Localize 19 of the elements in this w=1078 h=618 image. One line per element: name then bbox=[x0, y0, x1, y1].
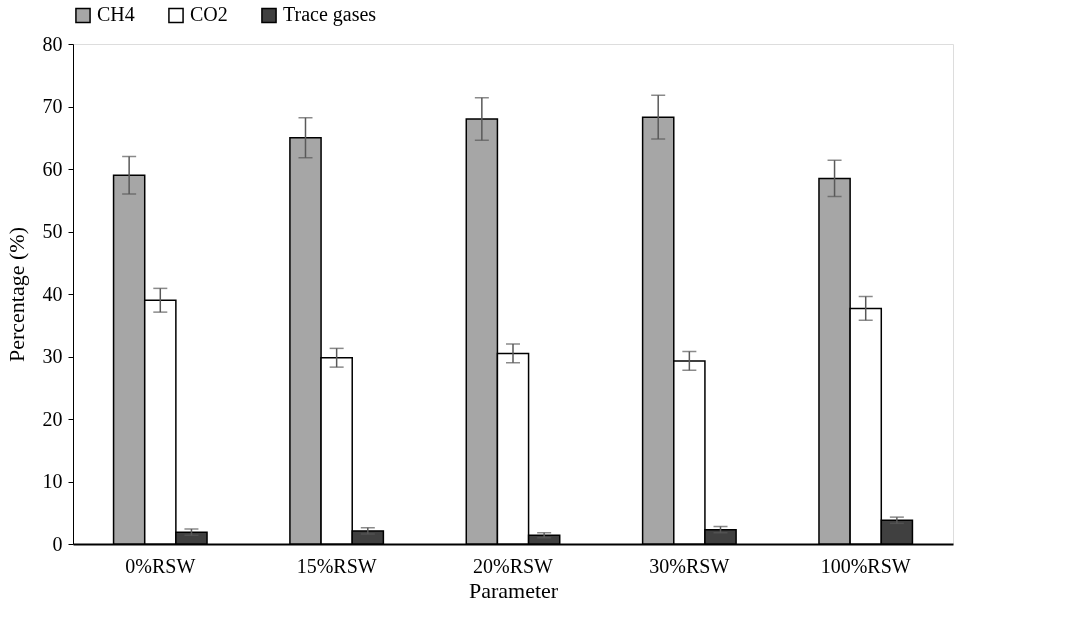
x-tick-label: 0%RSW bbox=[125, 554, 196, 577]
y-tick-label: 60 bbox=[42, 157, 63, 180]
legend-label: Trace gases bbox=[283, 3, 377, 27]
y-tick-label: 40 bbox=[42, 282, 63, 305]
y-tick-label: 20 bbox=[42, 407, 63, 430]
x-tick-label: 100%RSW bbox=[820, 554, 911, 577]
y-tick-label: 0 bbox=[52, 532, 63, 555]
y-tick-label: 80 bbox=[42, 32, 63, 55]
y-axis-title: Percentage (%) bbox=[3, 227, 29, 362]
y-tick-label: 50 bbox=[42, 220, 63, 242]
y-tick-label: 10 bbox=[42, 470, 63, 492]
x-tick-label: 15%RSW bbox=[296, 554, 377, 577]
y-tick-label: 70 bbox=[42, 95, 63, 117]
x-tick-label: 20%RSW bbox=[473, 554, 554, 577]
x-axis-title: Parameter bbox=[468, 577, 559, 603]
y-tick-label: 30 bbox=[42, 345, 63, 367]
legend-label: CH4 bbox=[97, 3, 135, 26]
x-tick-label: 30%RSW bbox=[649, 554, 730, 577]
legend-label: CO2 bbox=[190, 3, 228, 26]
